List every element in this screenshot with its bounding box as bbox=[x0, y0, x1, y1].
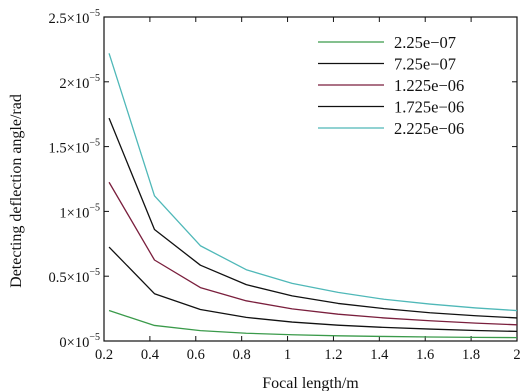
series-line-2 bbox=[108, 246, 518, 333]
series-group bbox=[108, 53, 518, 339]
x-tick-label: 0.2 bbox=[95, 347, 113, 363]
legend-label: 1.725e−06 bbox=[394, 98, 464, 117]
y-axis-label: Detecting deflection angle/rad bbox=[8, 94, 25, 288]
y-tick-label: 0×10−5 bbox=[59, 332, 100, 351]
x-axis-label: Focal length/m bbox=[262, 375, 359, 391]
plot-frame bbox=[103, 16, 518, 342]
x-tick-label: 1.4 bbox=[370, 347, 389, 363]
x-tick-label: 2 bbox=[513, 347, 520, 363]
y-tick-label: 1×10−5 bbox=[59, 202, 100, 221]
legend-label: 2.225e−06 bbox=[394, 119, 464, 138]
y-tick-label: 2.5×10−5 bbox=[49, 8, 100, 27]
legend-label: 7.25e−07 bbox=[394, 55, 456, 74]
series-line-4 bbox=[108, 117, 518, 319]
x-tick-label: 0.6 bbox=[187, 347, 205, 363]
x-tick-label: 1.2 bbox=[324, 347, 342, 363]
y-axis: 0×10−5 0.5×10−5 1×10−5 1.5×10−5 2×10−5 2.5×10… bbox=[49, 8, 517, 351]
x-tick-label: 0.4 bbox=[141, 347, 160, 363]
series-line-3 bbox=[108, 181, 518, 326]
x-tick-label: 1.8 bbox=[462, 347, 480, 363]
y-tick-label: 1.5×10−5 bbox=[49, 138, 100, 157]
legend-label: 2.25e−07 bbox=[394, 33, 456, 52]
y-tick-label: 2×10−5 bbox=[59, 73, 100, 92]
y-tick-label: 0.5×10−5 bbox=[49, 267, 100, 286]
series-line-1 bbox=[108, 309, 518, 339]
x-tick-label: 1 bbox=[284, 347, 291, 363]
x-tick-label: 1.6 bbox=[416, 347, 434, 363]
legend-label: 1.225e−06 bbox=[394, 76, 464, 95]
legend: 2.25e−07 7.25e−07 1.225e−06 1.725e−06 2.225e… bbox=[318, 33, 464, 138]
series-line-5 bbox=[108, 53, 518, 312]
x-tick-label: 0.8 bbox=[233, 347, 251, 363]
